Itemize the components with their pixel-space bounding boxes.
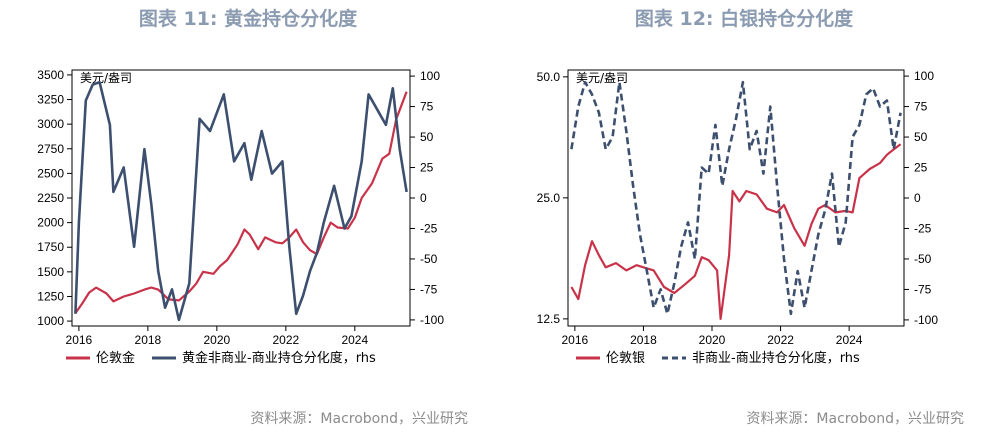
- y-right-tick-label: -50: [914, 252, 932, 266]
- y-right-tick-label: 50: [420, 130, 434, 144]
- y-right-tick-label: 100: [420, 69, 440, 83]
- y-right-tick-label: -75: [420, 282, 438, 296]
- x-tick-label: 2018: [135, 333, 162, 347]
- legend-label-positioning: 黄金非商业-商业持仓分化度，rhs: [182, 350, 376, 366]
- y-left-tick-label: 12.5: [537, 312, 561, 326]
- price-series-line: [74, 91, 408, 314]
- positioning-series-line: [570, 80, 902, 316]
- chart-source: 资料来源：Macrobond，兴业研究: [250, 411, 468, 427]
- legend-label-positioning: 非商业-商业持仓分化度，rhs: [692, 350, 860, 366]
- silver-chart-panel: 图表 12: 白银持仓分化度 12.5 25.0 50.0 -100 -75 -50 -25…: [496, 0, 992, 432]
- y-left-tick-label: 3000: [37, 117, 64, 131]
- y-right-tick-label: 75: [420, 100, 434, 114]
- y-left-tick-label: 2250: [37, 191, 64, 205]
- y-right-tick-label: -100: [420, 313, 444, 327]
- gold-chart-panel: 图表 11: 黄金持仓分化度 1000 1250 1500 1750 2000 2250 2…: [37, 8, 468, 427]
- x-tick-label: 2016: [562, 333, 589, 347]
- y-left-tick-label: 2750: [37, 142, 64, 156]
- x-tick-label: 2024: [836, 333, 863, 347]
- y-left-tick-label: 2500: [37, 166, 64, 180]
- x-tick-label: 2020: [204, 333, 231, 347]
- y-left-tick-label: 1250: [37, 289, 64, 303]
- x-tick-label: 2024: [341, 333, 368, 347]
- x-tick-label: 2020: [699, 333, 726, 347]
- plot-frame: [71, 69, 411, 327]
- y-right-tick-label: -75: [914, 282, 932, 296]
- y-right-tick-label: 75: [914, 100, 928, 114]
- y-right-tick-label: 0: [420, 191, 427, 205]
- x-tick-label: 2022: [272, 333, 299, 347]
- y-left-tick-label: 3500: [37, 68, 64, 82]
- unit-label: 美元/盎司: [80, 71, 132, 85]
- chart-title: 图表 12: 白银持仓分化度: [634, 8, 854, 30]
- y-right-tick-label: -25: [914, 221, 932, 235]
- y-right-tick-label: 0: [914, 191, 921, 205]
- y-right-tick-label: 25: [914, 161, 928, 175]
- price-series-line: [570, 143, 902, 320]
- positioning-series-line: [74, 80, 408, 322]
- y-right-tick-label: 50: [914, 130, 928, 144]
- gold-chart-svg: 1000125015001750200022502500275030003250…: [37, 68, 444, 366]
- legend-label-price: 伦敦银: [606, 350, 645, 366]
- y-right-tick-label: -100: [914, 313, 938, 327]
- y-left-tick-label: 1500: [37, 265, 64, 279]
- y-left-tick-label: 50.0: [537, 70, 561, 84]
- chart-source: 资料来源：Macrobond，兴业研究: [746, 411, 964, 427]
- x-tick-label: 2022: [767, 333, 794, 347]
- unit-label: 美元/盎司: [576, 71, 628, 85]
- y-left-tick-label: 1000: [37, 314, 64, 328]
- y-left-tick-label: 2000: [37, 216, 64, 230]
- silver-chart-svg: 12.5 25.0 50.0 -100 -75 -50 -25 0 25 50 75 100 2016 2…: [537, 69, 939, 366]
- y-right-tick-label: -25: [420, 221, 438, 235]
- y-right-tick-label: 100: [914, 69, 934, 83]
- y-right-tick-label: 25: [420, 161, 434, 175]
- y-left-tick-label: 25.0: [537, 191, 561, 205]
- x-tick-label: 2018: [630, 333, 657, 347]
- y-left-tick-label: 3250: [37, 93, 64, 107]
- y-left-tick-label: 1750: [37, 240, 64, 254]
- legend-label-price: 伦敦金: [96, 350, 135, 366]
- y-right-tick-label: -50: [420, 252, 438, 266]
- x-tick-label: 2016: [66, 333, 93, 347]
- chart-title: 图表 11: 黄金持仓分化度: [138, 8, 358, 30]
